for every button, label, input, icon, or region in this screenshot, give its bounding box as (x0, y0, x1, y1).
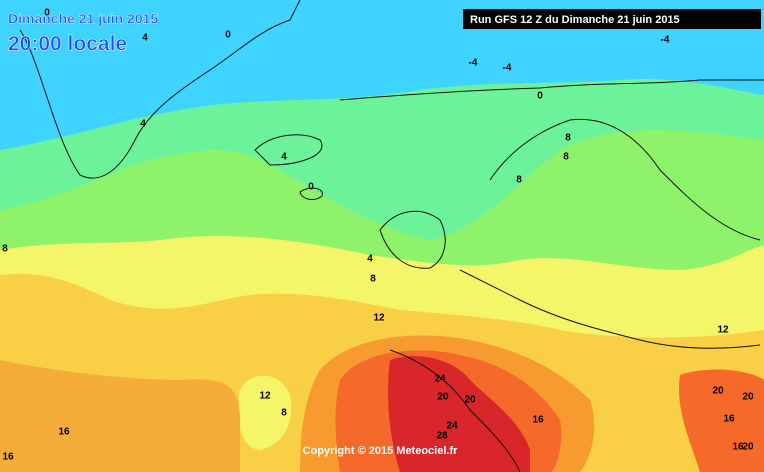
copyright: Copyright © 2015 Meteociel.fr (303, 445, 459, 457)
contour-label: 20 (742, 392, 754, 403)
coastline-arctic (339, 79, 764, 101)
contour-label: -4 (661, 35, 670, 46)
contour-label: 20 (464, 395, 476, 406)
header-day: Dimanche 21 juin 2015 (8, 11, 158, 27)
contour-label: 4 (367, 254, 373, 265)
run-label: Run GFS 12 Z du Dimanche 21 juin 2015 (470, 14, 680, 26)
coastline-europe (459, 269, 761, 349)
contour-label: 24 (434, 374, 446, 385)
coastline-iberia-africa (389, 349, 521, 472)
contour-label: 0 (308, 182, 314, 193)
band-orange-west (0, 360, 240, 472)
contour-label: 4 (140, 119, 146, 130)
contour-label: 12 (717, 325, 729, 336)
contour-label: 12 (259, 391, 271, 402)
contour-label: 8 (516, 175, 522, 186)
band-darkred (388, 356, 530, 472)
contour-label: 4 (142, 33, 148, 44)
contour-label: 0 (225, 30, 231, 41)
coastline-island (299, 187, 323, 200)
contour-label: 8 (2, 244, 8, 255)
contour-label: 4 (281, 152, 287, 163)
contour-label: 16 (732, 442, 744, 453)
coastline-scandinavia (489, 118, 761, 241)
contour-label: 16 (532, 415, 544, 426)
coastline-britain (379, 210, 446, 269)
contour-label: 8 (370, 274, 376, 285)
contour-label: -4 (469, 58, 478, 69)
header-time: 20:00 locale (8, 33, 127, 56)
contour-label: 24 (446, 421, 458, 432)
contour-label: 28 (436, 431, 448, 442)
contour-label: 16 (58, 427, 70, 438)
contour-label: 20 (712, 386, 724, 397)
contour-label: 8 (565, 133, 571, 144)
contour-label: 8 (563, 152, 569, 163)
patch-red-east (679, 369, 764, 472)
contour-label: -4 (503, 63, 512, 74)
coastline-iceland (254, 134, 323, 166)
contour-label: 0 (537, 91, 543, 102)
contour-label: 12 (373, 313, 385, 324)
run-label-box (463, 9, 761, 29)
contour-label: 16 (723, 414, 735, 425)
contour-label: 8 (281, 408, 287, 419)
contour-label: 16 (2, 452, 14, 463)
contour-label: 0 (44, 8, 50, 19)
patch-yellow (238, 375, 292, 450)
coastline-greenland (19, 0, 301, 179)
contour-label: 20 (437, 392, 449, 403)
contour-label: 20 (742, 442, 754, 453)
